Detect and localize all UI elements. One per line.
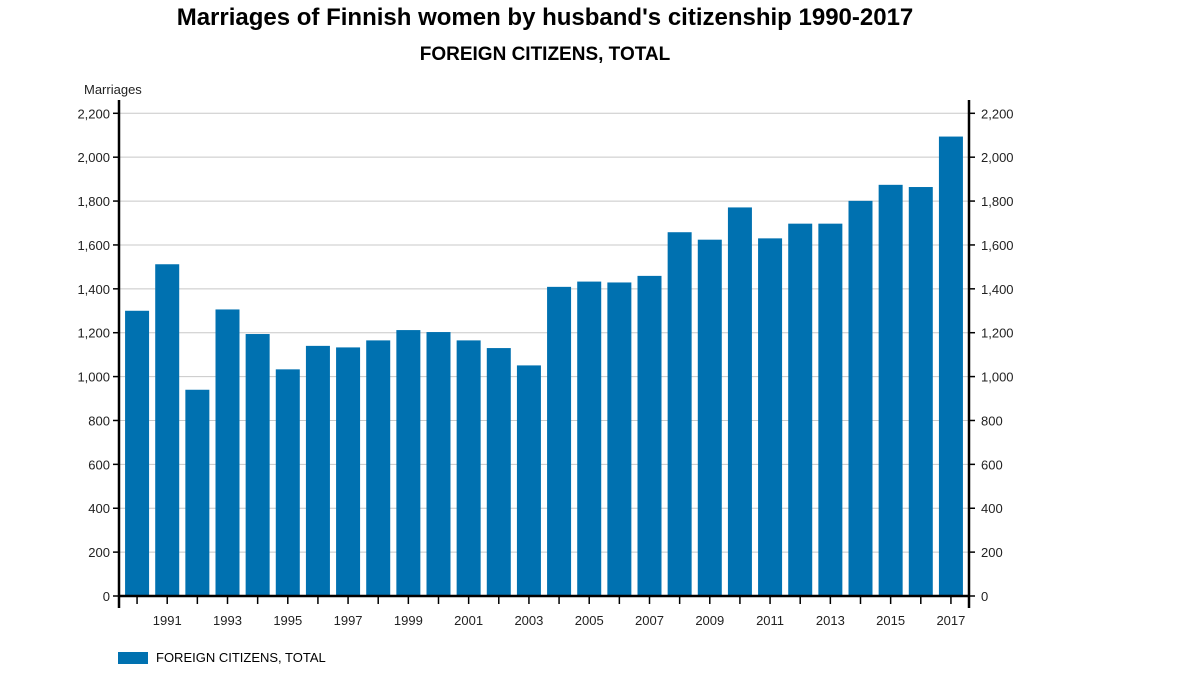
bar-2002 <box>486 348 511 596</box>
y-tick-label-left: 2,200 <box>77 106 110 121</box>
legend-swatch <box>118 651 148 664</box>
y-tick-label-left: 1,800 <box>77 194 110 209</box>
bar-2001 <box>456 340 481 596</box>
bar-1996 <box>305 345 330 596</box>
bar-2017 <box>938 136 963 596</box>
bar-2007 <box>637 275 662 596</box>
bar-2012 <box>788 223 813 596</box>
x-tick-label: 1991 <box>153 613 182 628</box>
bar-2011 <box>758 238 783 597</box>
y-tick-label-right: 1,800 <box>981 194 1014 209</box>
x-tick-label: 2003 <box>514 613 543 628</box>
y-tick-label-left: 400 <box>88 501 110 516</box>
bar-chart: 0 0 200 200 400 400 600 600 800 800 1,000 1,000 1,20… <box>77 82 1014 628</box>
y-tick-label-right: 400 <box>981 501 1003 516</box>
bar-2013 <box>818 223 843 596</box>
y-tick-label-left: 0 <box>103 589 110 604</box>
y-tick-label-right: 1,000 <box>981 370 1014 385</box>
y-tick-label-right: 1,600 <box>981 238 1014 253</box>
bar-2008 <box>667 232 692 596</box>
bar-1998 <box>366 340 391 596</box>
y-tick-label-right: 1,200 <box>981 326 1014 341</box>
y-tick-label-right: 600 <box>981 457 1003 472</box>
bar-1992 <box>185 389 210 596</box>
chart-title: Marriages of Finnish women by husband's … <box>176 4 914 31</box>
x-tick-label: 2009 <box>695 613 724 628</box>
y-tick-label-left: 1,600 <box>77 238 110 253</box>
y-tick-label-left: 1,200 <box>77 326 110 341</box>
bar-1997 <box>336 347 361 596</box>
bar-2009 <box>697 239 722 597</box>
x-tick-label: 1993 <box>213 613 242 628</box>
x-tick-label: 2011 <box>756 613 784 628</box>
bar-1999 <box>396 330 421 596</box>
bar-1993 <box>215 309 240 596</box>
bar-1995 <box>275 369 300 596</box>
bar-2000 <box>426 332 451 596</box>
bar-2003 <box>516 365 541 596</box>
bar-1990 <box>125 310 150 596</box>
bar-2015 <box>878 184 903 596</box>
bar-2016 <box>908 187 933 596</box>
y-tick-label-left: 200 <box>88 545 110 560</box>
y-tick-label-right: 200 <box>981 545 1003 560</box>
y-tick-label-right: 2,000 <box>981 150 1014 165</box>
bar-2005 <box>577 281 602 596</box>
bar-1991 <box>155 264 180 596</box>
x-tick-label: 2001 <box>454 613 483 628</box>
y-tick-label-left: 2,000 <box>77 150 110 165</box>
legend-label: FOREIGN CITIZENS, TOTAL <box>156 650 326 665</box>
x-tick-label: 1997 <box>334 613 363 628</box>
bar-2004 <box>547 286 572 596</box>
y-tick-label-left: 600 <box>88 457 110 472</box>
x-tick-label: 1995 <box>273 613 302 628</box>
x-tick-label: 1999 <box>394 613 423 628</box>
y-tick-label-right: 0 <box>981 589 988 604</box>
chart-subtitle: FOREIGN CITIZENS, TOTAL <box>419 44 671 65</box>
bar-2006 <box>607 282 632 596</box>
bar-2014 <box>848 200 873 596</box>
y-tick-label-left: 1,000 <box>77 370 110 385</box>
legend: FOREIGN CITIZENS, TOTAL <box>118 650 326 665</box>
x-tick-label: 2007 <box>635 613 664 628</box>
y-tick-label-left: 1,400 <box>77 282 110 297</box>
bar-2010 <box>727 207 752 596</box>
bar-1994 <box>245 334 270 596</box>
x-tick-label: 2013 <box>816 613 845 628</box>
y-tick-label-left: 800 <box>88 413 110 428</box>
y-tick-label-right: 800 <box>981 413 1003 428</box>
y-tick-label-right: 1,400 <box>981 282 1014 297</box>
x-tick-label: 2015 <box>876 613 905 628</box>
x-tick-label: 2005 <box>575 613 604 628</box>
y-axis-label: Marriages <box>84 82 142 97</box>
y-tick-label-right: 2,200 <box>981 106 1014 121</box>
x-tick-label: 2017 <box>936 613 965 628</box>
